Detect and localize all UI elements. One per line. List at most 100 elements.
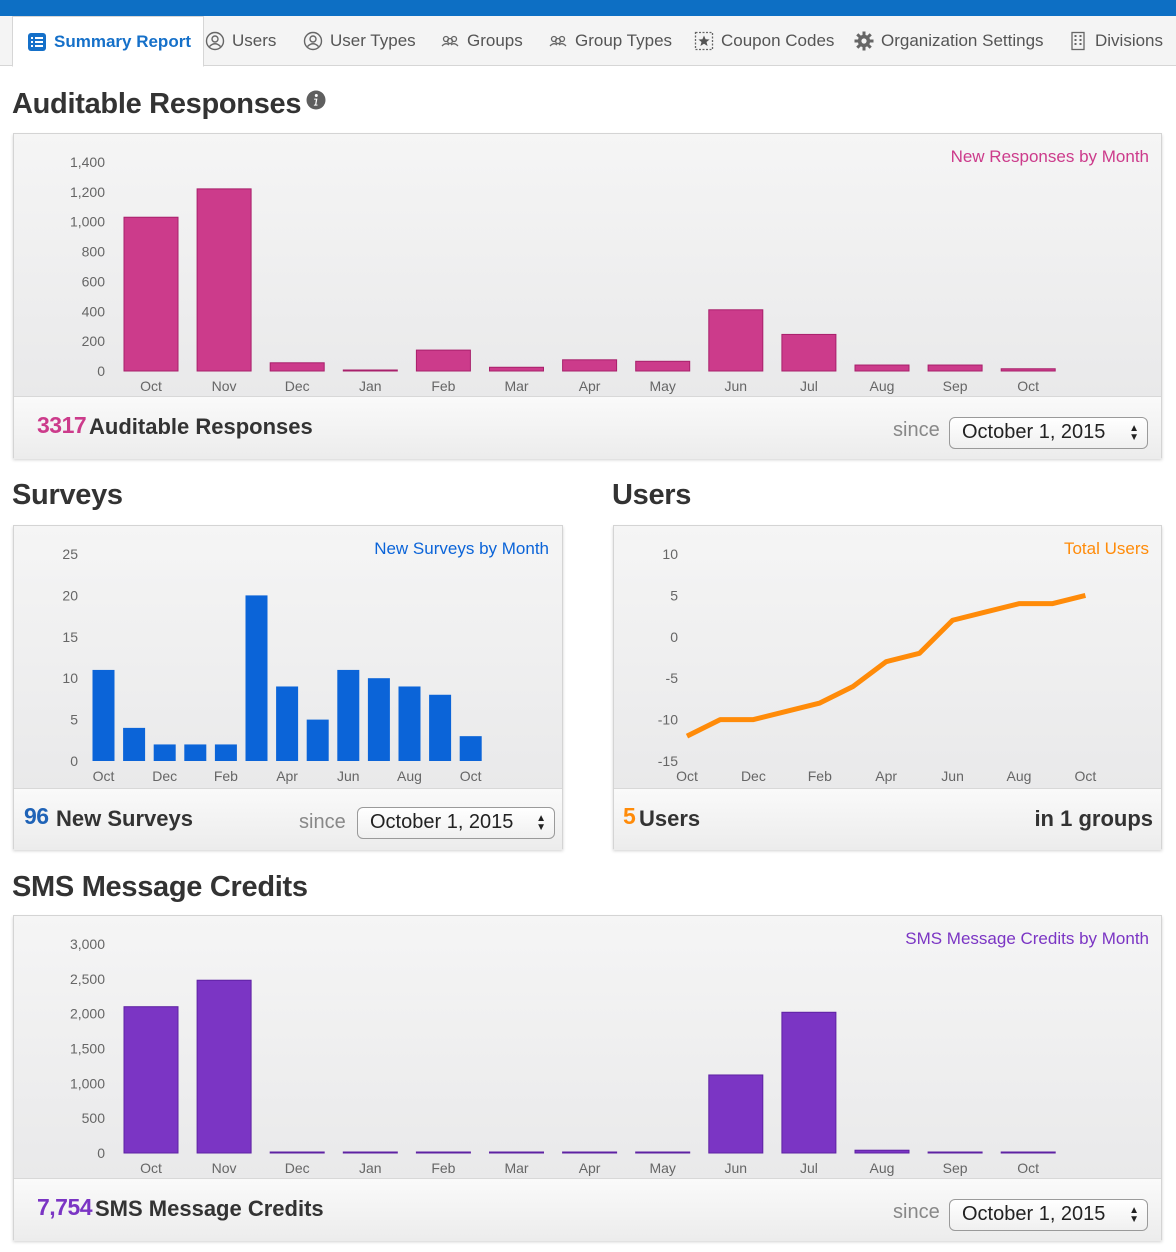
x-tick-label: Oct [676,768,698,784]
tab-label: Coupon Codes [721,31,835,50]
bar [1000,368,1056,372]
bar [196,979,252,1154]
bar [781,1011,837,1154]
responses-heading: Auditable Responses [12,88,302,120]
bar [562,359,618,372]
bar [123,1006,179,1154]
y-tick-label: 3,000 [70,936,105,952]
tab-label: Groups [467,31,523,50]
chart-title: New Responses by Month [951,147,1149,166]
list-icon [28,32,46,51]
x-tick-label: Jan [359,1160,382,1176]
x-tick-label: Apr [579,1160,601,1176]
x-tick-label: Oct [460,768,482,784]
bar [123,727,146,761]
y-tick-label: 0 [70,753,78,769]
y-tick-label: -5 [666,670,679,686]
tab-summary-report[interactable]: Summary Report [12,16,204,67]
responses-chart: 0 200 400 600 800 1,000 1,200 1,400 New Response… [14,134,1161,396]
surveys-count: 96 [24,803,49,829]
bar [398,686,421,761]
x-tick-label: Feb [431,1160,455,1176]
tab-groups[interactable]: Groups [440,16,523,66]
x-tick-label: Aug [1007,768,1032,784]
tab-divisions[interactable]: Divisions [1068,16,1163,66]
x-tick-label: Apr [579,378,601,394]
surveys-since-select[interactable]: October 1, 2015 ▲ ▼ [357,807,555,839]
x-tick-label: Feb [808,768,832,784]
x-tick-label: Sep [943,378,968,394]
bar [927,1151,983,1154]
x-tick-label: Aug [870,1160,895,1176]
y-tick-label: 0 [97,363,105,379]
tab-label: Summary Report [54,31,191,51]
y-tick-label: 1,500 [70,1041,105,1057]
x-tick-label: Nov [212,1160,237,1176]
sms-chart-svg: 0 500 1,000 1,500 2,000 2,500 3,000 SMS Message… [70,929,1149,1176]
x-tick-label: Feb [431,378,455,394]
x-tick-label: Jun [725,378,748,394]
responses-footer: 3317 Auditable Responses since October 1… [14,396,1161,459]
users-count-label: Users [639,806,701,831]
y-tick-label: -10 [658,712,678,728]
bar [415,1151,471,1154]
x-tick-label: Apr [276,768,298,784]
responses-chart-svg: 0 200 400 600 800 1,000 1,200 1,400 New Response… [70,147,1149,394]
y-tick-label: 25 [62,546,78,562]
surveys-heading: Surveys [12,479,123,511]
tab-label: User Types [330,31,416,50]
y-tick-label: 0 [97,1145,105,1161]
x-tick-label: Mar [504,378,528,394]
x-tick-label: Jun [337,768,360,784]
y-tick-label: 5 [70,712,78,728]
surveys-panel: 0 5 10 15 20 25 New Surveys by Month Oct Dec Feb A… [13,525,563,850]
bar [306,719,329,761]
y-tick-label: 0 [670,629,678,645]
since-label: since [893,419,940,441]
y-tick-label: 10 [62,670,78,686]
x-tick-label: Dec [741,768,766,784]
x-tick-label: Dec [285,1160,310,1176]
bar [153,744,176,761]
x-tick-label: Jan [359,378,382,394]
y-tick-label: 1,000 [70,1075,105,1091]
line-series [685,592,1087,739]
y-tick-label: 200 [82,333,106,349]
bar [269,362,325,372]
y-tick-label: 20 [62,587,78,603]
bar [415,349,471,372]
tab-group-types[interactable]: Group Types [548,16,672,66]
bar [123,216,179,372]
bar [854,1149,910,1154]
sms-count-label: SMS Message Credits [95,1196,324,1221]
tab-user-types[interactable]: User Types [303,16,416,66]
nav-tabs: Summary Report Users User Types Groups [0,16,1176,67]
user-types-icon [303,31,323,51]
bar [635,360,691,372]
tab-organization-settings[interactable]: Organization Settings [854,16,1044,66]
bar [635,1151,691,1154]
gear-icon [854,31,874,51]
since-label: since [893,1201,940,1223]
responses-since-select[interactable]: October 1, 2015 ▲ ▼ [949,417,1148,449]
info-icon[interactable] [306,90,326,110]
tab-users[interactable]: Users [205,16,276,66]
x-tick-label: Oct [1017,1160,1039,1176]
users-heading: Users [612,479,692,511]
x-tick-label: Oct [140,378,162,394]
bar [781,333,837,372]
users-footer: 5 Users in 1 groups [614,788,1161,850]
building-icon [1071,31,1085,51]
bar [342,1151,398,1154]
x-tick-label: May [649,1160,675,1176]
sms-chart: 0 500 1,000 1,500 2,000 2,500 3,000 SMS Message… [14,916,1161,1178]
tab-coupon-codes[interactable]: Coupon Codes [694,16,834,66]
tab-label: Divisions [1095,31,1164,50]
x-tick-label: Jun [941,768,964,784]
select-value: October 1, 2015 [370,811,514,833]
users-chart: -15 -10 -5 0 5 10 Total Users Oct Dec Feb Apr Jun Au… [614,526,1161,788]
surveys-count-label: New Surveys [56,806,193,831]
sms-since-select[interactable]: October 1, 2015 ▲ ▼ [949,1199,1148,1231]
bar [489,1151,544,1154]
x-tick-label: Jun [725,1160,748,1176]
